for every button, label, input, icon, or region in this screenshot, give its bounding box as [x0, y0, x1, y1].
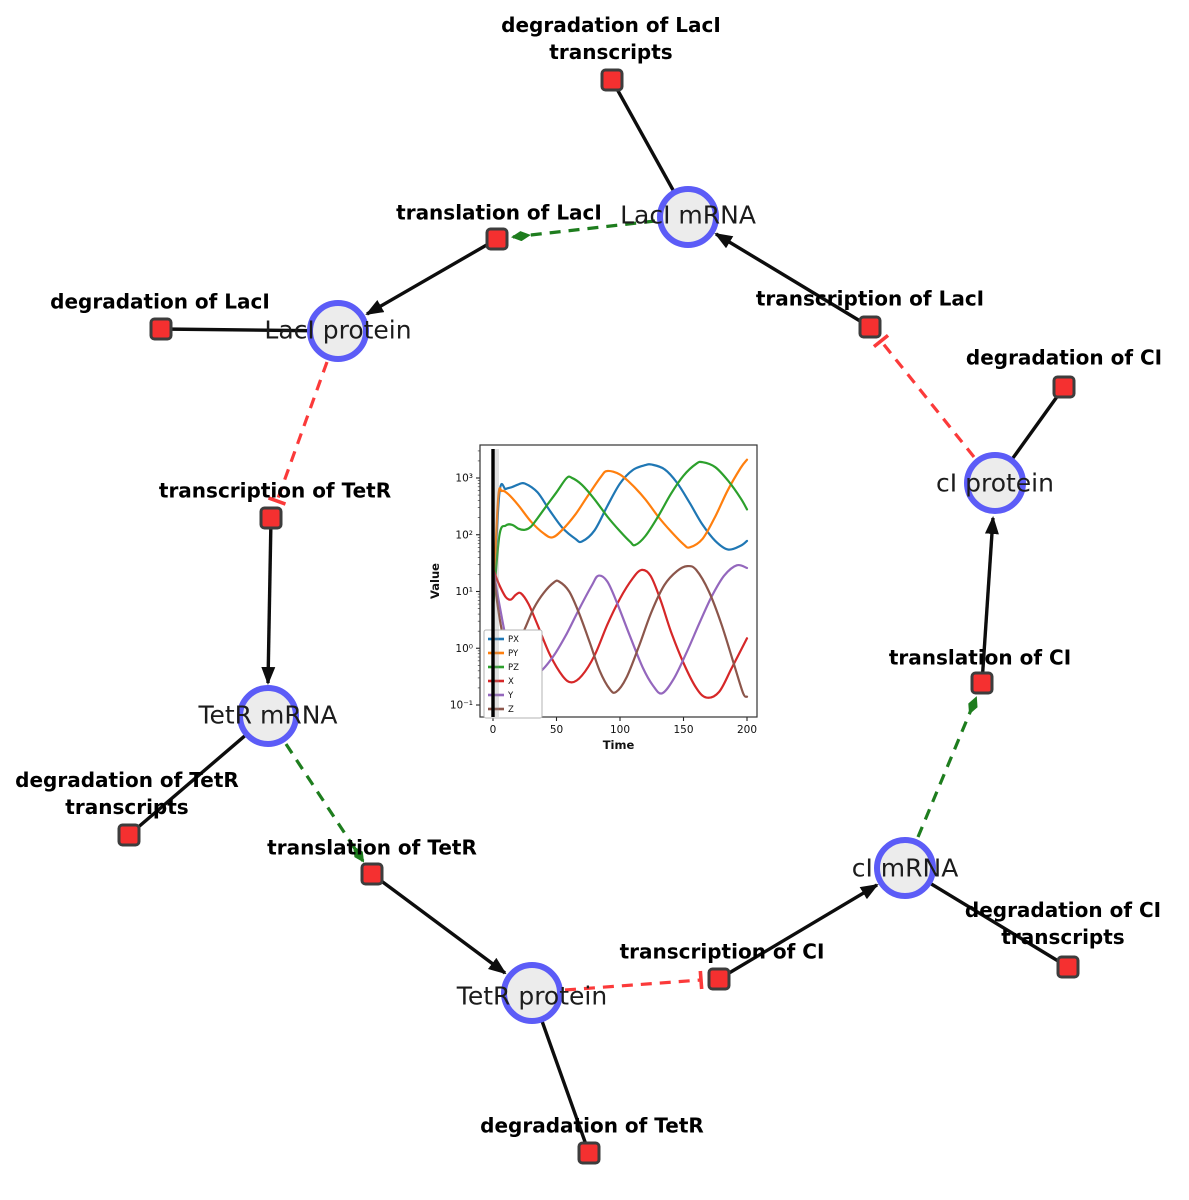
reaction-node-deg-tetr-transcripts[interactable] — [117, 823, 141, 847]
x-tick-label: 0 — [490, 724, 497, 736]
edge-transcription-ci-to-mrna — [718, 883, 879, 981]
series-curve-PY — [491, 458, 749, 610]
y-axis-label: Value — [428, 563, 442, 599]
activation-edges — [284, 219, 978, 863]
species-node-laci-protein[interactable] — [307, 300, 369, 362]
x-tick-label: 200 — [737, 724, 757, 736]
inhibition-edges — [267, 333, 976, 992]
t0-transient-band — [494, 449, 499, 717]
reaction-node-translation-tetr[interactable] — [360, 862, 384, 886]
reaction-node-deg-laci[interactable] — [149, 317, 173, 341]
reaction-node-deg-ci-transcripts[interactable] — [1056, 955, 1080, 979]
legend-entry-PZ: PZ — [508, 663, 519, 673]
species-label-laci-protein: LacI protein — [264, 315, 412, 345]
reaction-label-transcription-laci: transcription of LacI — [755, 286, 985, 311]
edge-tetrmrna-activates-translation — [284, 743, 365, 863]
edge-transcription-tetr-to-mrna — [261, 517, 276, 685]
edge-laciprotein-represses-tetr — [267, 361, 329, 506]
reaction-node-transcription-ci[interactable] — [707, 967, 731, 991]
reaction-node-transcription-laci[interactable] — [858, 315, 882, 339]
species-label-ci-protein: cI protein — [936, 468, 1054, 498]
edge-cimrna-deg-transcripts — [904, 866, 1069, 969]
x-tick-label: 150 — [673, 724, 693, 736]
x-tick-label: 50 — [550, 724, 563, 736]
reaction-node-transcription-tetr[interactable] — [259, 506, 283, 530]
reaction-label-deg-laci-transcripts: degradation of LacI transcripts — [501, 13, 721, 64]
reaction-node-translation-laci[interactable] — [485, 227, 509, 251]
reaction-label-translation-ci: translation of CI — [888, 645, 1072, 670]
edge-translation-laci-to-protein — [365, 237, 498, 316]
reaction-node-deg-tetr[interactable] — [577, 1141, 601, 1165]
legend-entry-X: X — [508, 677, 514, 687]
legend-entry-Z: Z — [508, 705, 514, 715]
reaction-node-translation-ci[interactable] — [970, 671, 994, 695]
edge-ciprotein-represses-laci — [872, 333, 976, 459]
species-node-tetr-protein[interactable] — [501, 962, 563, 1024]
species-label-laci-mrna: LacI mRNA — [620, 200, 756, 230]
x-axis-label: Time — [603, 738, 635, 752]
reaction-label-transcription-ci: transcription of CI — [619, 939, 825, 964]
species-node-ci-mrna[interactable] — [874, 837, 936, 899]
reaction-node-deg-ci[interactable] — [1052, 375, 1076, 399]
legend-entry-PX: PX — [508, 635, 519, 645]
y-tick-label: 10⁰ — [455, 643, 473, 655]
legend-entry-PY: PY — [508, 649, 519, 659]
reaction-label-deg-laci: degradation of LacI — [50, 289, 270, 314]
legend-entry-Y: Y — [507, 691, 514, 701]
reaction-label-deg-ci-transcripts: degradation of CI transcripts — [964, 898, 1162, 949]
y-tick-label: 10² — [455, 529, 473, 541]
edge-lacimrna-activates-translation — [511, 219, 656, 242]
reaction-label-translation-tetr: translation of TetR — [267, 835, 477, 860]
edge-cimrna-activates-translation — [916, 696, 978, 838]
species-node-ci-protein[interactable] — [964, 452, 1026, 514]
series-curve-PZ — [491, 460, 749, 610]
reaction-label-deg-tetr: degradation of TetR — [480, 1113, 704, 1138]
edge-translation-tetr-to-protein — [370, 872, 507, 975]
reaction-label-translation-laci: translation of LacI — [396, 200, 602, 225]
y-tick-label: 10⁻¹ — [450, 700, 473, 712]
y-tick-label: 10¹ — [455, 586, 473, 598]
reaction-label-deg-ci: degradation of CI — [965, 345, 1163, 370]
reaction-node-deg-laci-transcripts[interactable] — [600, 68, 624, 92]
y-tick-label: 10³ — [455, 473, 473, 485]
species-label-ci-mrna: cI mRNA — [851, 853, 959, 883]
series-curve-PX — [491, 463, 749, 610]
production-edges — [261, 232, 999, 981]
reaction-label-transcription-tetr: transcription of TetR — [158, 478, 392, 503]
x-tick-label: 100 — [610, 724, 630, 736]
time-course-inset-chart: 10⁻¹ 10⁰ 10¹ 10² 10³ 0 50 100 150 200 PX PY PZ XYZ Val… — [428, 444, 758, 752]
species-label-tetr-protein: TetR protein — [456, 981, 608, 1011]
series-curve-X — [491, 567, 749, 699]
chart-legend: PX PY PZ XYZ — [483, 629, 543, 719]
species-label-tetr-mrna: TetR mRNA — [198, 700, 338, 730]
species-node-tetr-mrna[interactable] — [237, 685, 299, 747]
species-node-laci-mrna[interactable] — [657, 186, 719, 248]
reaction-label-deg-tetr-transcripts: degradation of TetR transcripts — [15, 768, 239, 819]
edge-tetrprotein-represses-ci — [564, 970, 704, 992]
edge-transcription-laci-to-mrna — [714, 232, 871, 329]
edge-translation-ci-to-protein — [980, 516, 999, 684]
